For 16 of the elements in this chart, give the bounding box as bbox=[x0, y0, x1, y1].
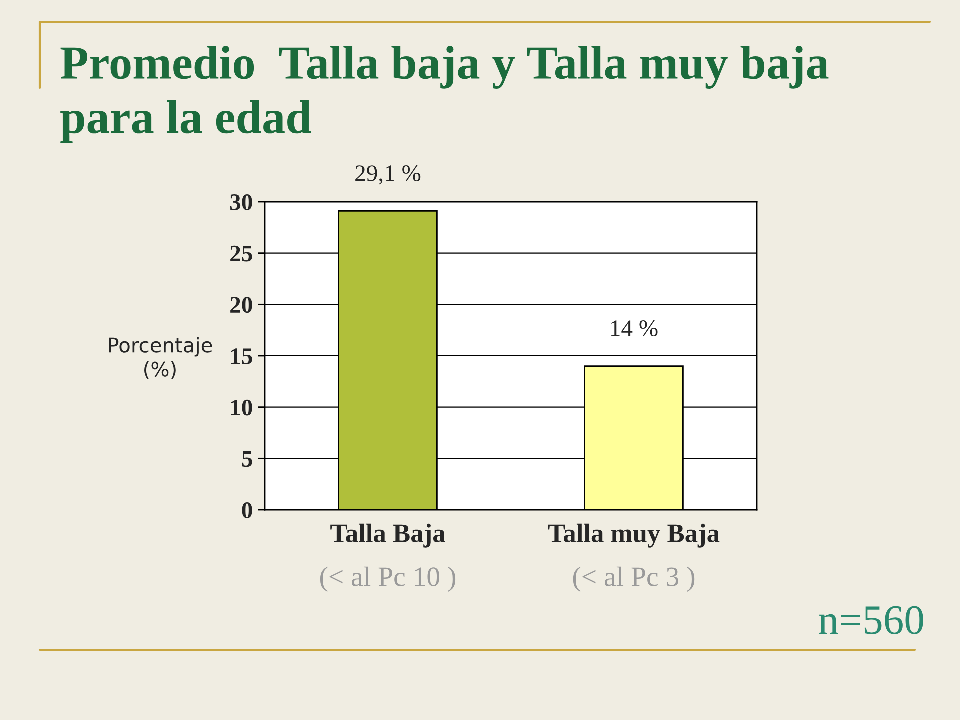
y-tick-label: 0 bbox=[242, 502, 252, 518]
text: (< al Pc 10 ) bbox=[320, 566, 456, 592]
chart-title: Promedio Talla baja y Talla muy baja para la edad bbox=[60, 46, 829, 144]
text: (< al Pc 3 ) bbox=[573, 566, 695, 592]
y-tick-label: 25 bbox=[230, 246, 252, 262]
x-tick-label: Talla Baja bbox=[330, 524, 446, 548]
data-label: 14 % bbox=[611, 320, 658, 337]
y-tick-label: 10 bbox=[231, 400, 252, 416]
y-axis-title: Porcentaje (%) bbox=[109, 337, 212, 380]
y-tick-label: 20 bbox=[230, 297, 252, 314]
y-tick-label: 15 bbox=[231, 348, 252, 364]
y-tick-label: 5 bbox=[242, 451, 252, 468]
y-tick-label: 30 bbox=[230, 194, 252, 210]
text: n=560 bbox=[819, 606, 924, 634]
data-label: 29,1 % bbox=[356, 166, 421, 185]
x-tick-label: Talla muy Baja bbox=[548, 524, 720, 548]
